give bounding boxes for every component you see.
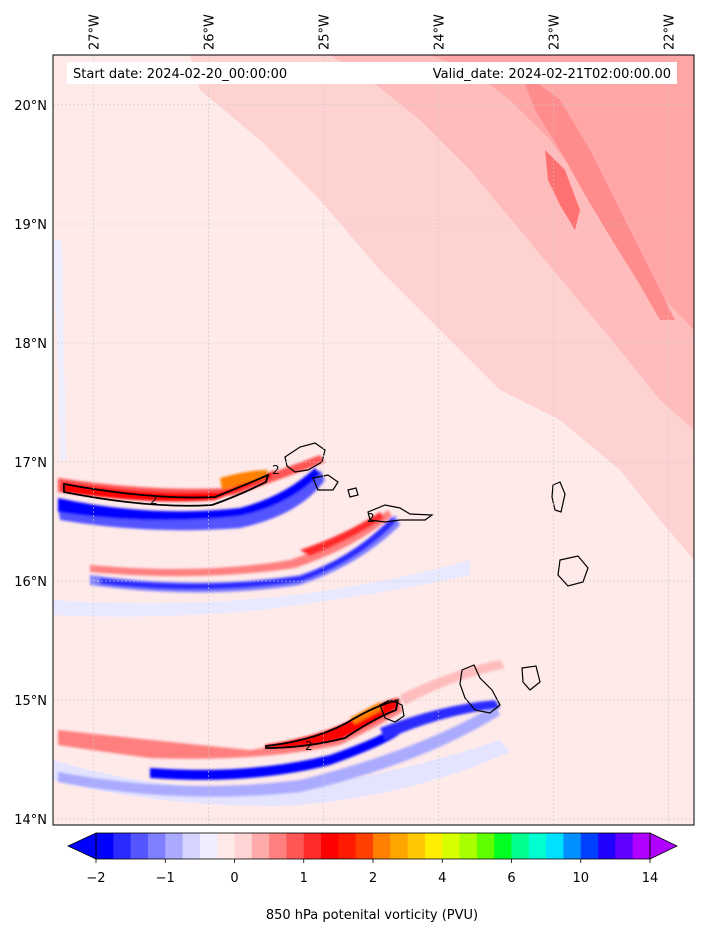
- colorbar-segment: [355, 833, 374, 859]
- island-santiago: [459, 664, 501, 714]
- colorbar-segment: [182, 833, 201, 859]
- colorbar-segment: [130, 833, 149, 859]
- colorbar-tick-label: 10: [572, 871, 589, 886]
- colorbar-segment: [286, 833, 305, 859]
- colorbar-segment: [147, 833, 166, 859]
- gridlines: [53, 55, 694, 825]
- colorbar-segment: [269, 833, 288, 859]
- colorbar-segment: [217, 833, 236, 859]
- pv-contour-2: [265, 698, 400, 749]
- colorbar-segment: [96, 833, 114, 859]
- island-santa-luzia: [347, 487, 359, 498]
- colorbar-segment: [476, 833, 495, 859]
- latitude-tick-labels: 14°N 15°N 16°N 17°N 18°N 19°N 20°N: [14, 99, 47, 828]
- longitude-tick-label: 26°W: [202, 14, 217, 50]
- longitude-tick-label: 23°W: [548, 14, 563, 50]
- pv-band-core: [520, 70, 675, 320]
- colorbar-segment: [615, 833, 634, 859]
- colorbar-segment: [321, 833, 339, 859]
- colorbar-segment: [338, 833, 357, 859]
- colorbar-segment: [251, 833, 270, 859]
- colorbar-segment: [632, 833, 651, 859]
- colorbar-extend-max: [649, 832, 678, 860]
- title-banner: [67, 62, 677, 84]
- colorbar-segment: [459, 833, 478, 859]
- colorbar-extend-min: [67, 832, 97, 860]
- colorbar-segment: [165, 833, 184, 859]
- longitude-tick-label: 27°W: [87, 14, 102, 50]
- valid-date-label: Valid_date: 2024-02-21T02:00:00.00: [433, 67, 671, 82]
- negative-pv-wisp: [53, 560, 470, 617]
- island-sao-nicolau: [367, 504, 434, 523]
- colorbar-label: 850 hPa potenital vorticity (PVU): [266, 908, 478, 923]
- longitude-tick-labels: 27°W 26°W 25°W 24°W 23°W 22°W: [87, 14, 677, 50]
- island-maio: [521, 665, 541, 691]
- colorbar-segment: [373, 833, 391, 859]
- longitude-tick-label: 24°W: [433, 14, 448, 50]
- colorbar-segment: [546, 833, 565, 859]
- colorbar-segment: [424, 833, 443, 859]
- island-sao-vicente: [312, 474, 339, 491]
- pv-contour-2: [63, 473, 270, 507]
- latitude-tick-label: 18°N: [14, 337, 47, 352]
- colorbar-tick-label: 2: [369, 871, 377, 886]
- latitude-tick-label: 15°N: [14, 694, 47, 709]
- contour-label: 2: [367, 511, 375, 525]
- latitude-tick-label: 16°N: [14, 575, 47, 590]
- negative-pv-wisp: [53, 240, 66, 460]
- longitude-tick-label: 22°W: [663, 14, 678, 50]
- colorbar-segment: [598, 833, 616, 859]
- pv-band-peak: [545, 150, 580, 230]
- island-boa-vista: [557, 555, 589, 587]
- colorbar-segment: [580, 833, 599, 859]
- pv-band-inner: [430, 55, 694, 330]
- colorbar-segment: [390, 833, 409, 859]
- colorbar-segment: [407, 833, 426, 859]
- contour-label: 2: [272, 463, 280, 477]
- island-sal: [551, 481, 566, 513]
- colorbar-segment: [199, 833, 218, 859]
- contour-label: 2: [150, 493, 158, 507]
- colorbar-segment: [303, 833, 322, 859]
- start-date-label: Start date: 2024-02-20_00:00:00: [73, 67, 287, 82]
- latitude-tick-label: 20°N: [14, 99, 47, 114]
- colorbar-segment: [563, 833, 582, 859]
- colorbar-tick-label: 14: [642, 871, 659, 886]
- colorbar-tick-label: 6: [507, 871, 515, 886]
- map-area: 2 2 2 2 Start date: 2024-02-20_00:00:00 …: [53, 55, 694, 825]
- latitude-tick-label: 19°N: [14, 218, 47, 233]
- colorbar-segment: [442, 833, 461, 859]
- colorbar-segment: [234, 833, 253, 859]
- colorbar-segment: [511, 833, 530, 859]
- colorbar-segment: [113, 833, 132, 859]
- contour-label: 2: [305, 739, 313, 753]
- latitude-tick-label: 14°N: [14, 813, 47, 828]
- colorbar-segment: [528, 833, 547, 859]
- colorbar-tick-labels: −2 −1 0 1 2 4 6 10 14: [86, 859, 658, 886]
- colorbar-tick-label: 1: [300, 871, 308, 886]
- longitude-tick-label: 25°W: [317, 14, 332, 50]
- colorbar-tick-label: −2: [86, 871, 105, 886]
- middle-pv-streamer: [90, 510, 400, 593]
- map-frame: [52, 54, 695, 826]
- colorbar-tick-label: −1: [156, 871, 175, 886]
- latitude-tick-label: 17°N: [14, 456, 47, 471]
- colorbar: [67, 832, 678, 860]
- colorbar-tick-label: 4: [438, 871, 446, 886]
- colorbar-segment: [494, 833, 513, 859]
- colorbar-tick-label: 0: [230, 871, 238, 886]
